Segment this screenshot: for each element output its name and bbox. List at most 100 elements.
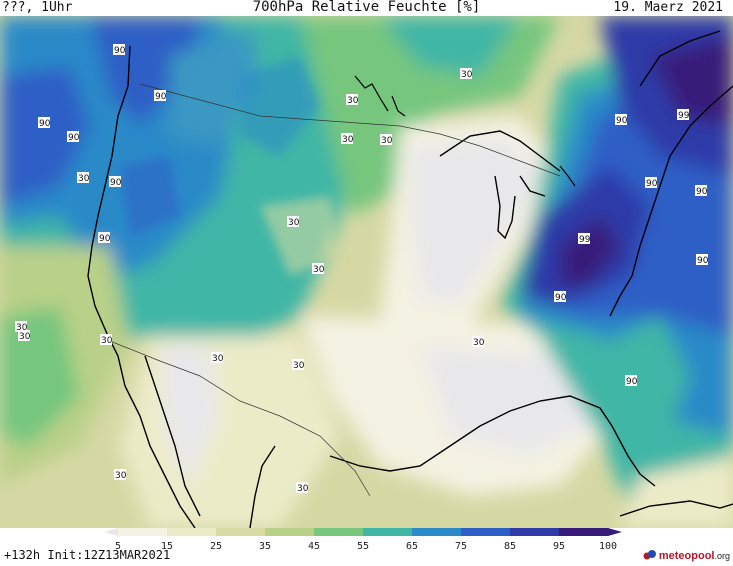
- svg-text:30: 30: [347, 96, 359, 106]
- brand-domain: .org: [714, 551, 730, 561]
- contour-label: 90: [625, 375, 638, 387]
- legend-swatch: [167, 528, 217, 536]
- svg-text:99: 99: [579, 235, 591, 245]
- svg-text:90: 90: [697, 256, 709, 266]
- contour-label: 30: [346, 94, 359, 106]
- svg-text:90: 90: [646, 179, 658, 189]
- legend-tick-label: 45: [308, 541, 320, 552]
- contour-label: 99: [578, 233, 591, 245]
- contour-label: 30: [312, 263, 325, 275]
- svg-text:90: 90: [626, 377, 638, 387]
- contour-label: 30: [472, 336, 485, 348]
- svg-text:90: 90: [110, 178, 122, 188]
- borders: [109, 83, 561, 497]
- svg-text:90: 90: [155, 92, 167, 102]
- legend-swatch: [559, 528, 609, 536]
- legend-min-arrow: [104, 528, 118, 536]
- legend-tick-label: 100: [599, 541, 617, 552]
- legend-swatch: [412, 528, 462, 536]
- contour-label: 30: [18, 330, 31, 342]
- contour-label: 30: [460, 68, 473, 80]
- contour-label: 30: [114, 469, 127, 481]
- svg-text:30: 30: [115, 471, 127, 481]
- svg-text:90: 90: [39, 119, 51, 129]
- legend-swatch: [314, 528, 364, 536]
- svg-text:99: 99: [678, 111, 690, 121]
- svg-text:90: 90: [696, 187, 708, 197]
- contour-label: 90: [154, 90, 167, 102]
- contour-label: 30: [380, 134, 393, 146]
- humidity-shading: [0, 16, 733, 528]
- cloud-icon: [643, 550, 656, 560]
- contour-label: 30: [341, 133, 354, 145]
- contour-label: 99: [677, 109, 690, 121]
- svg-text:30: 30: [461, 70, 473, 80]
- legend-tick-label: 85: [504, 541, 516, 552]
- humidity-texture: [120, 56, 340, 316]
- legend-tick-label: 65: [406, 541, 418, 552]
- contour-label: 90: [645, 177, 658, 189]
- svg-text:30: 30: [293, 361, 305, 371]
- contour-label: 30: [100, 334, 113, 346]
- brand-logo: meteopool.org: [643, 550, 730, 562]
- svg-text:30: 30: [342, 135, 354, 145]
- contour-label: 90: [109, 176, 122, 188]
- map-title: 700hPa Relative Feuchte [%]: [252, 0, 481, 15]
- svg-text:90: 90: [68, 133, 80, 143]
- svg-text:30: 30: [16, 323, 28, 333]
- brand-name: meteopool: [658, 550, 715, 562]
- legend-swatch: [363, 528, 413, 536]
- svg-text:90: 90: [114, 46, 126, 56]
- legend-tick-label: 75: [455, 541, 467, 552]
- svg-text:30: 30: [381, 136, 393, 146]
- legend-max-arrow: [608, 528, 622, 536]
- contour-label: 30: [15, 321, 28, 333]
- legend-tick-label: 25: [210, 541, 222, 552]
- contour-label: 90: [113, 44, 126, 56]
- svg-text:30: 30: [78, 174, 90, 184]
- legend-swatch: [216, 528, 266, 536]
- contour-label: 90: [615, 114, 628, 126]
- color-legend: 5 15 25 35 45 55 65 75 85 95 100 +132h Init:12Z13M…: [0, 528, 733, 566]
- legend-swatch: [265, 528, 315, 536]
- valid-time-label: ???, 1Uhr: [2, 0, 73, 15]
- contour-label: 30: [77, 172, 90, 184]
- contour-label: 90: [38, 117, 51, 129]
- humidity-map: 90 90 90 90 90 90 30 30 30 30 30 30 30 3…: [0, 16, 733, 528]
- contour-label: 30: [296, 482, 309, 494]
- svg-text:90: 90: [616, 116, 628, 126]
- coastlines: [87, 30, 733, 528]
- legend-swatch: [461, 528, 511, 536]
- svg-text:90: 90: [555, 293, 567, 303]
- svg-text:30: 30: [313, 265, 325, 275]
- run-info-label: +132h Init:12Z13MAR2021: [4, 548, 171, 562]
- legend-tick-label: 55: [357, 541, 369, 552]
- contour-label: 90: [67, 131, 80, 143]
- contour-label: 90: [696, 254, 709, 266]
- humidity-field: 90 90 90 90 90 90 30 30 30 30 30 30 30 3…: [0, 16, 733, 528]
- legend-swatch: [118, 528, 168, 536]
- svg-text:90: 90: [99, 234, 111, 244]
- header-bar: ???, 1Uhr 700hPa Relative Feuchte [%] 19…: [0, 0, 733, 16]
- legend-tick-label: 15: [161, 541, 173, 552]
- valid-date-label: 19. Maerz 2021: [613, 0, 723, 15]
- legend-tick-label: 95: [553, 541, 565, 552]
- contour-label: 90: [98, 232, 111, 244]
- contour-label: 30: [287, 216, 300, 228]
- lakes: [354, 75, 576, 187]
- legend-tick-label: 35: [259, 541, 271, 552]
- contour-label: 90: [554, 291, 567, 303]
- legend-swatch: [510, 528, 560, 536]
- svg-text:30: 30: [288, 218, 300, 228]
- contour-label: 30: [211, 352, 224, 364]
- contour-label: 90: [695, 185, 708, 197]
- svg-text:30: 30: [473, 338, 485, 348]
- contour-label: 30: [292, 359, 305, 371]
- contour-labels: 90 90 90 90 90 90 30 30 30 30 30 30 30 3…: [15, 44, 709, 494]
- svg-text:30: 30: [297, 484, 309, 494]
- svg-text:30: 30: [101, 336, 113, 346]
- svg-text:30: 30: [212, 354, 224, 364]
- legend-tick-label: 5: [115, 541, 121, 552]
- legend-colorbar: 5 15 25 35 45 55 65 75 85 95 100: [104, 528, 622, 552]
